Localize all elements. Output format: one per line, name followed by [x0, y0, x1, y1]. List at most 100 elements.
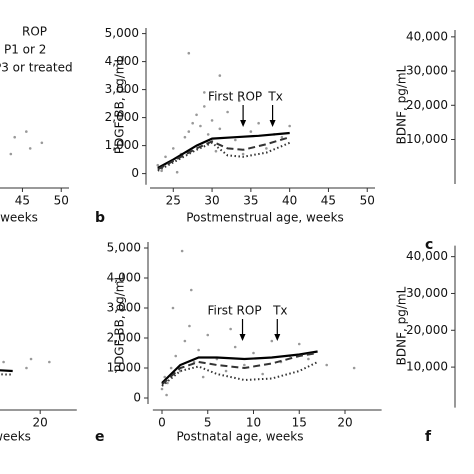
panel-label: f	[425, 429, 432, 445]
data-point	[40, 141, 44, 145]
series-line	[0, 373, 13, 376]
data-point	[233, 345, 237, 349]
y-tick-label: 5,000	[107, 241, 141, 255]
data-point	[352, 366, 356, 370]
data-point	[270, 339, 274, 343]
x-tick-label: 45	[15, 194, 30, 208]
data-point	[164, 155, 167, 159]
data-point	[243, 363, 246, 367]
x-axis-label: weeks	[0, 430, 31, 444]
data-point	[180, 249, 184, 253]
data-point	[188, 324, 191, 328]
y-axis-label: PDGF-BB, pg/mL	[113, 274, 127, 373]
data-point	[206, 333, 210, 337]
data-point	[160, 387, 164, 391]
data-point	[171, 306, 175, 310]
arrow-head	[240, 120, 247, 127]
series-line	[161, 350, 318, 384]
data-point	[234, 138, 237, 142]
data-point	[265, 147, 268, 150]
data-point	[297, 342, 301, 346]
data-point	[280, 135, 284, 139]
annotation: Tx	[267, 90, 282, 104]
data-point	[201, 375, 205, 379]
data-point	[13, 135, 16, 139]
data-point	[307, 357, 310, 361]
annotation: First ROP	[208, 90, 262, 104]
x-axis-label: Postmenstrual age, weeks	[186, 211, 344, 225]
data-point	[174, 354, 178, 358]
data-point	[171, 147, 175, 150]
y-tick-label: 0	[133, 391, 141, 405]
annotation: First ROP	[207, 304, 261, 318]
data-point	[252, 351, 255, 355]
data-point	[288, 124, 291, 128]
data-point	[175, 170, 179, 174]
data-point	[261, 372, 264, 376]
arrow-head	[274, 334, 281, 341]
data-point	[187, 130, 191, 133]
y-tick-label: 0	[131, 166, 139, 180]
data-point	[169, 366, 173, 370]
arrow-head	[269, 120, 276, 127]
x-tick-label: 5	[204, 416, 212, 430]
y-tick-label: 20,000	[406, 98, 448, 112]
y-axis-label: BDNF, pg/mL	[395, 286, 409, 365]
y-tick-label: 2,000	[105, 110, 139, 124]
y-tick-label: 40,000	[406, 249, 448, 263]
series-line	[161, 361, 319, 387]
data-point	[48, 360, 51, 364]
data-point	[28, 147, 32, 150]
y-tick-label: 10,000	[406, 132, 448, 146]
arrow-head	[239, 334, 246, 341]
data-point	[210, 119, 214, 122]
data-point	[25, 366, 28, 370]
x-tick-label: 50	[54, 194, 69, 208]
series-line	[161, 352, 318, 386]
data-point	[226, 110, 229, 114]
x-tick-label: 50	[360, 194, 375, 208]
data-point	[237, 99, 241, 103]
data-point	[203, 105, 206, 108]
data-point	[183, 135, 187, 139]
data-point	[29, 357, 33, 361]
data-point	[25, 130, 28, 133]
x-tick-label: 45	[321, 194, 336, 208]
data-point	[224, 369, 228, 373]
data-point	[166, 381, 169, 385]
x-tick-label: 20	[337, 416, 352, 430]
x-tick-label: 35	[243, 194, 258, 208]
x-tick-label: 15	[292, 416, 307, 430]
data-point	[241, 152, 245, 156]
data-point	[189, 288, 193, 292]
x-tick-label: 40	[282, 194, 297, 208]
data-point	[199, 124, 202, 128]
x-axis-label: weeks	[0, 211, 38, 225]
y-tick-label: 3,000	[105, 82, 139, 96]
y-tick-label: 4,000	[105, 54, 139, 68]
x-axis-label: Postnatal age, weeks	[176, 430, 303, 444]
data-point	[218, 74, 222, 77]
panel-label: c	[425, 237, 433, 253]
y-tick-label: 4,000	[107, 271, 141, 285]
data-point	[9, 152, 13, 156]
legend-label: P1 or 2	[4, 43, 46, 57]
x-tick-label: 20	[33, 416, 48, 430]
data-point	[197, 348, 200, 352]
data-point	[195, 113, 198, 117]
annotation: Tx	[272, 304, 287, 318]
y-tick-label: 30,000	[406, 286, 448, 300]
data-point	[257, 121, 260, 125]
x-tick-label: 0	[158, 416, 166, 430]
data-point	[187, 51, 191, 55]
x-tick-label: 30	[204, 194, 219, 208]
data-point	[229, 327, 232, 331]
panel-label: e	[95, 429, 105, 445]
data-point	[214, 149, 218, 153]
y-tick-label: 40,000	[406, 29, 448, 43]
series-line	[157, 141, 291, 172]
y-tick-label: 2,000	[107, 331, 141, 345]
data-point	[325, 363, 329, 367]
data-point	[203, 91, 206, 94]
